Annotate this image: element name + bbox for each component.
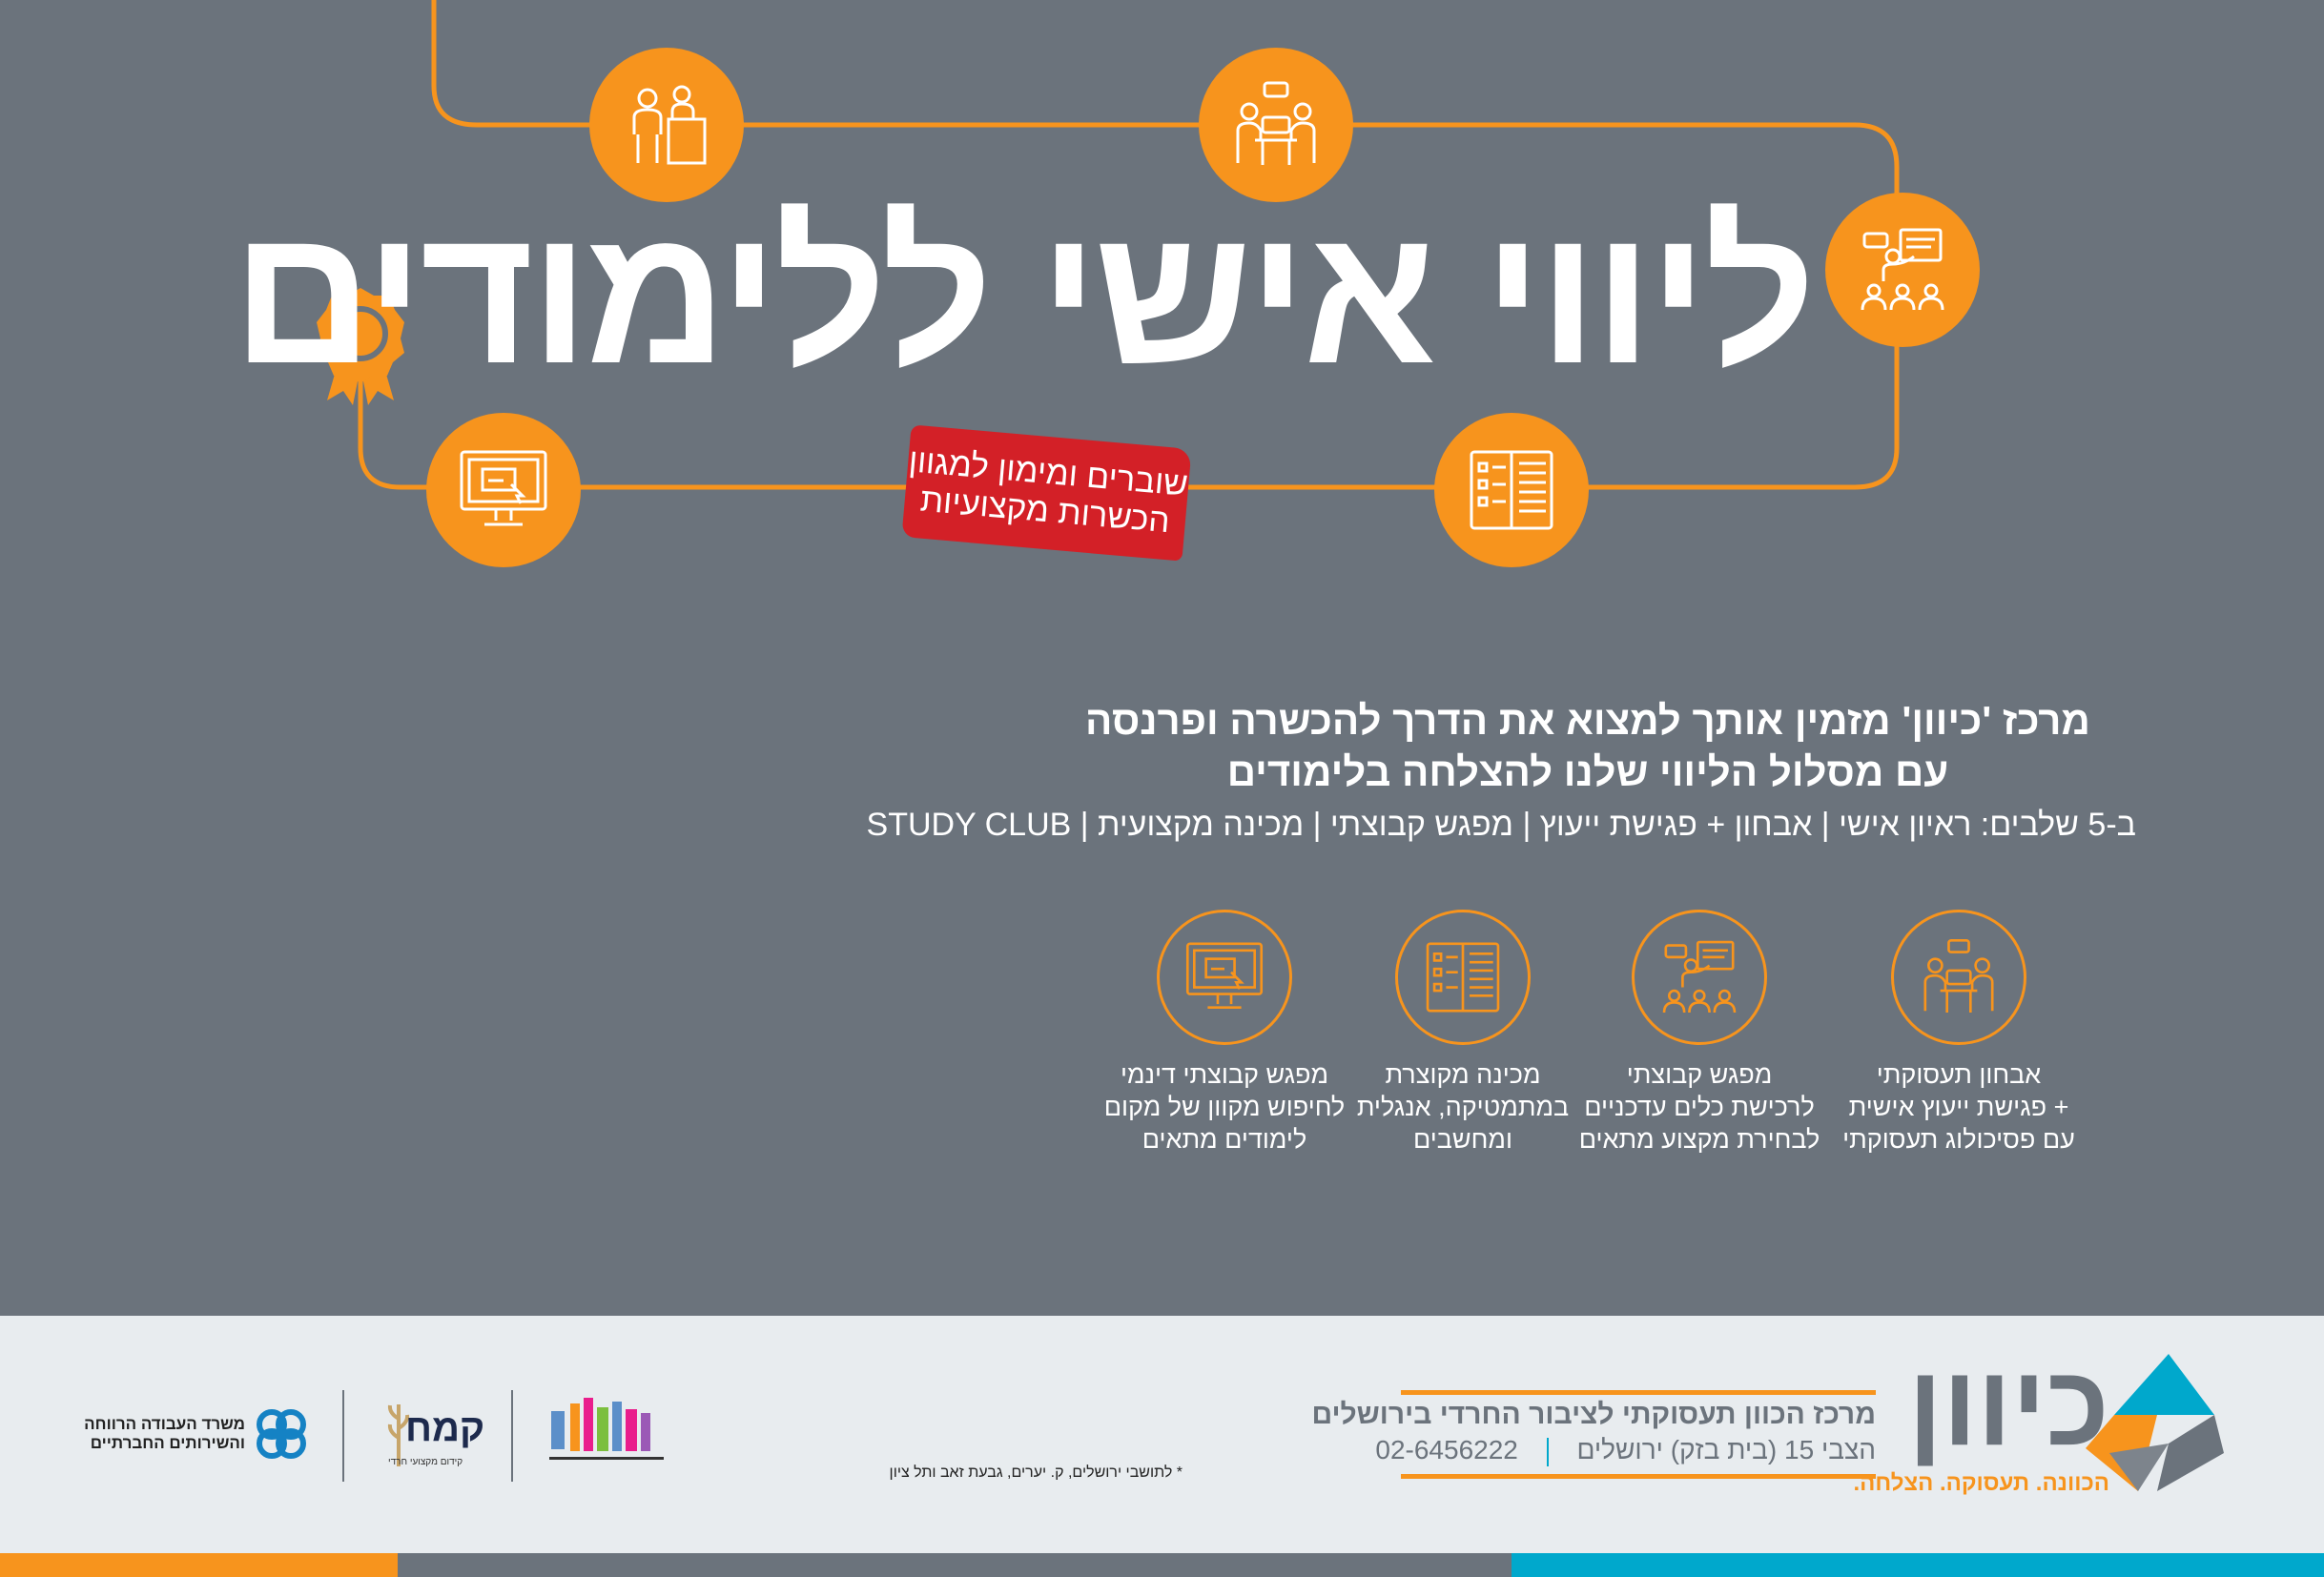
step-4: מפגש קבוצתי דינמי לחיפוש מקוון של מקום לימ…	[1091, 910, 1358, 1156]
step-3: מכינה מקוצרת במתמטיקה, אנגלית ומחשבים	[1329, 910, 1596, 1156]
computer-icon	[1157, 910, 1292, 1045]
step-2: מפגש קבוצתי לרכישת כלים עדכניים לבחירת מקצ…	[1566, 910, 1833, 1156]
divider-line	[1401, 1390, 1876, 1395]
step-caption: עם פסיכולוג תעסוקתי	[1842, 1125, 2075, 1154]
consultation-icon	[1199, 48, 1353, 202]
group-presentation-icon	[1632, 910, 1767, 1045]
kemah-name: קמח	[405, 1407, 485, 1449]
ministry-name-2: והשירותים החברתיים	[90, 1434, 245, 1452]
group-presentation-icon	[1825, 193, 1980, 347]
step-caption: + פגישת ייעוץ אישית	[1848, 1093, 2069, 1121]
step-caption: במתמטיקה, אנגלית	[1356, 1093, 1570, 1121]
step-caption: לימודים מתאים	[1141, 1125, 1307, 1154]
award-icon	[317, 288, 404, 405]
ministry-name-1: משרד העבודה הרווחה	[84, 1415, 245, 1433]
step-caption: מפגש קבוצתי דינמי	[1120, 1060, 1329, 1089]
stripe-teal	[1512, 1553, 2324, 1577]
page-title: ליווי אישי ללימודים	[232, 186, 1816, 404]
intro-headline-1: מרכז 'כיוון' מזמין אותך למצוא את הדרך לה…	[1085, 698, 2090, 743]
step-caption: מכינה מקוצרת	[1385, 1060, 1541, 1089]
org-phone: 02-6456222	[1375, 1435, 1518, 1464]
step-1: אבחון תעסוקתי + פגישת ייעוץ אישית עם פסיכו…	[1825, 910, 2092, 1156]
study-book-icon	[1434, 413, 1589, 567]
step-caption: ומחשבים	[1413, 1125, 1512, 1154]
jerusalem-logo	[545, 1394, 674, 1470]
stripe-gray	[398, 1553, 1512, 1577]
logo-tagline: הכוונה. תעסוקה. הצלחה.	[1853, 1470, 2109, 1496]
ministry-logo: משרד העבודה הרווחה והשירותים החברתיים	[84, 1407, 308, 1464]
consultation-icon	[1891, 910, 2026, 1045]
footer	[0, 1316, 2324, 1553]
stripe-orange	[0, 1553, 398, 1577]
intro-steps-summary: ב-5 שלבים: ראיון אישי | אבחון + פגישת יי…	[866, 807, 2136, 843]
logo-wordmark: כיוון	[1907, 1341, 2109, 1469]
study-book-icon	[1395, 910, 1531, 1045]
org-address: הצבי 15 (בית בזק) ירושלים	[1576, 1435, 1876, 1464]
kivun-logo: כיוון הכוונה. תעסוקה. הצלחה.	[1854, 1341, 2257, 1501]
step-caption: לחיפוש מקוון של מקום	[1103, 1093, 1346, 1121]
intro-headline-2: עם מסלול הליווי שלנו להצלחה בלימודים	[1226, 749, 1949, 794]
org-contact: הצבי 15 (בית בזק) ירושלים 02-6456222	[1375, 1435, 1876, 1466]
divider-line	[1401, 1474, 1876, 1479]
logo-divider	[511, 1390, 513, 1482]
computer-icon	[426, 413, 581, 567]
kemah-tagline: קידום מקצועי חרדי	[388, 1457, 463, 1467]
footnote: * לתושבי ירושלים, ק. יערים, גבעת זאב ותל…	[889, 1464, 1183, 1481]
step-caption: לבחירת מקצוע מתאים	[1578, 1125, 1820, 1154]
org-name: מרכז הכוון תעסוקתי לציבור החרדי בירושלים	[1311, 1399, 1876, 1430]
logo-divider	[342, 1390, 344, 1482]
interview-icon	[589, 48, 744, 202]
step-caption: אבחון תעסוקתי	[1876, 1060, 2042, 1089]
kemah-logo: קמח קידום מקצועי חרדי	[377, 1400, 485, 1476]
separator	[1546, 1437, 1549, 1466]
step-caption: לרכישת כלים עדכניים	[1584, 1093, 1815, 1121]
step-caption: מפגש קבוצתי	[1626, 1060, 1773, 1089]
